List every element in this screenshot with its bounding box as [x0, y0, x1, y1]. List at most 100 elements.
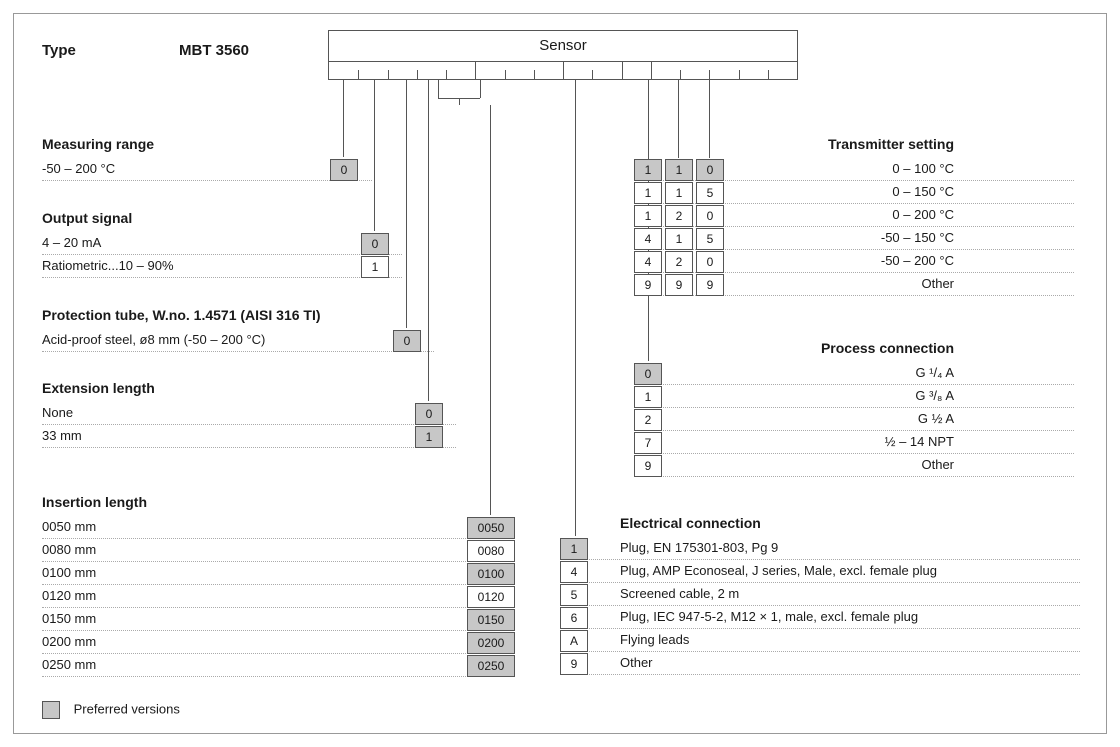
option-label: 0250 mm — [42, 657, 96, 672]
option-label: Other — [921, 276, 954, 291]
option-label: ½ – 14 NPT — [885, 434, 954, 449]
option-label: 0080 mm — [42, 542, 96, 557]
sensor-header-box: Sensor — [328, 30, 798, 62]
option-code: 4 — [634, 228, 662, 250]
option-label: 0100 mm — [42, 565, 96, 580]
option-row: 2 G ½ A — [634, 408, 1074, 431]
tick — [563, 61, 564, 79]
option-code: A — [560, 630, 588, 652]
option-label: 0 – 150 °C — [892, 184, 954, 199]
option-label: 4 – 20 mA — [42, 235, 101, 250]
option-row: Ratiometric...10 – 90% 1 — [42, 255, 402, 278]
option-code: 1 — [560, 538, 588, 560]
tick — [505, 70, 506, 79]
option-code: 0 — [634, 363, 662, 385]
connector-line — [374, 79, 375, 231]
legend-swatch — [42, 701, 60, 719]
option-code: 0150 — [467, 609, 515, 631]
tick — [592, 70, 593, 79]
option-code: 0200 — [467, 632, 515, 654]
option-code: 0 — [393, 330, 421, 352]
option-code: 0250 — [467, 655, 515, 677]
protection-tube-block: Protection tube, W.no. 1.4571 (AISI 316 … — [42, 307, 434, 352]
option-code: 4 — [634, 251, 662, 273]
output-signal-block: Output signal 4 – 20 mA0Ratiometric...10… — [42, 210, 402, 278]
extension-length-header: Extension length — [42, 380, 456, 396]
connector-line — [428, 79, 429, 401]
option-label: 0050 mm — [42, 519, 96, 534]
option-code: 7 — [634, 432, 662, 454]
option-label: 0200 mm — [42, 634, 96, 649]
option-row: A Flying leads — [560, 629, 1080, 652]
option-row: 1150 – 150 °C — [634, 181, 1074, 204]
option-code: 1 — [665, 159, 693, 181]
tick — [680, 70, 681, 79]
option-row: Acid-proof steel, ø8 mm (-50 – 200 °C)0 — [42, 329, 434, 352]
option-code: 5 — [696, 228, 724, 250]
option-label: Other — [921, 457, 954, 472]
electrical-connection-block: Electrical connection 1Plug, EN 175301-8… — [560, 515, 1080, 675]
option-code: 6 — [560, 607, 588, 629]
tick — [739, 70, 740, 79]
option-code: 9 — [665, 274, 693, 296]
option-row: 4 Plug, AMP Econoseal, J series, Male, ex… — [560, 560, 1080, 583]
option-row: None 0 — [42, 402, 456, 425]
option-label: 0120 mm — [42, 588, 96, 603]
option-label: -50 – 200 °C — [881, 253, 954, 268]
connector-line — [490, 105, 491, 515]
output-signal-header: Output signal — [42, 210, 402, 226]
option-row: 7 ½ – 14 NPT — [634, 431, 1074, 454]
option-row: -50 – 200 °C0 — [42, 158, 372, 181]
option-row: 0080 mm 0080 — [42, 539, 514, 562]
option-label: Screened cable, 2 m — [620, 583, 1060, 605]
option-code: 0 — [415, 403, 443, 425]
option-row: 1Plug, EN 175301-803, Pg 9 — [560, 537, 1080, 560]
option-code: 9 — [634, 274, 662, 296]
option-code: 1 — [634, 182, 662, 204]
option-row: 1200 – 200 °C — [634, 204, 1074, 227]
option-row: 999Other — [634, 273, 1074, 296]
tick — [622, 61, 623, 79]
option-row: 6 Plug, IEC 947-5-2, M12 × 1, male, excl.… — [560, 606, 1080, 629]
option-label: G ½ A — [918, 411, 954, 426]
option-code: 0080 — [467, 540, 515, 562]
option-row: 1100 – 100 °C — [634, 158, 1074, 181]
type-value: MBT 3560 — [179, 42, 249, 59]
option-label: Flying leads — [620, 629, 1060, 651]
option-label: None — [42, 405, 73, 420]
option-code: 4 — [560, 561, 588, 583]
option-row: 9Other — [560, 652, 1080, 675]
option-row: 0100 mm 0100 — [42, 562, 514, 585]
legend-text: Preferred versions — [74, 701, 180, 716]
option-label: Plug, IEC 947-5-2, M12 × 1, male, excl. … — [620, 606, 1060, 628]
option-row: 0250 mm 0250 — [42, 654, 514, 677]
option-code: 0100 — [467, 563, 515, 585]
option-code: 9 — [634, 455, 662, 477]
option-row: 1G ³/₈ A — [634, 385, 1074, 408]
option-code: 1 — [665, 228, 693, 250]
option-row: 0120 mm 0120 — [42, 585, 514, 608]
option-row: 0050 mm0050 — [42, 516, 514, 539]
option-label: 0 – 100 °C — [892, 161, 954, 176]
option-code: 0 — [696, 251, 724, 273]
option-row: 0200 mm 0200 — [42, 631, 514, 654]
option-row: 0G ¹/₄ A — [634, 362, 1074, 385]
transmitter-setting-block: Transmitter setting 1100 – 100 °C1150 – … — [634, 136, 1074, 296]
option-label: Other — [620, 652, 1060, 674]
option-code: 1 — [361, 256, 389, 278]
option-label: Ratiometric...10 – 90% — [42, 258, 174, 273]
legend: Preferred versions — [42, 701, 180, 719]
insertion-length-block: Insertion length 0050 mm00500080 mm00800… — [42, 494, 514, 677]
option-code: 0 — [361, 233, 389, 255]
option-code: 1 — [415, 426, 443, 448]
option-code: 2 — [634, 409, 662, 431]
option-label: Plug, AMP Econoseal, J series, Male, exc… — [620, 560, 1060, 582]
tick — [534, 70, 535, 79]
tick — [388, 70, 389, 79]
order-code-diagram: Type MBT 3560 Sensor Measuring range -50… — [13, 13, 1107, 734]
extension-length-block: Extension length None033 mm1 — [42, 380, 456, 448]
option-label: 0 – 200 °C — [892, 207, 954, 222]
option-code: 0 — [330, 159, 358, 181]
option-code: 1 — [634, 159, 662, 181]
option-code: 0120 — [467, 586, 515, 608]
